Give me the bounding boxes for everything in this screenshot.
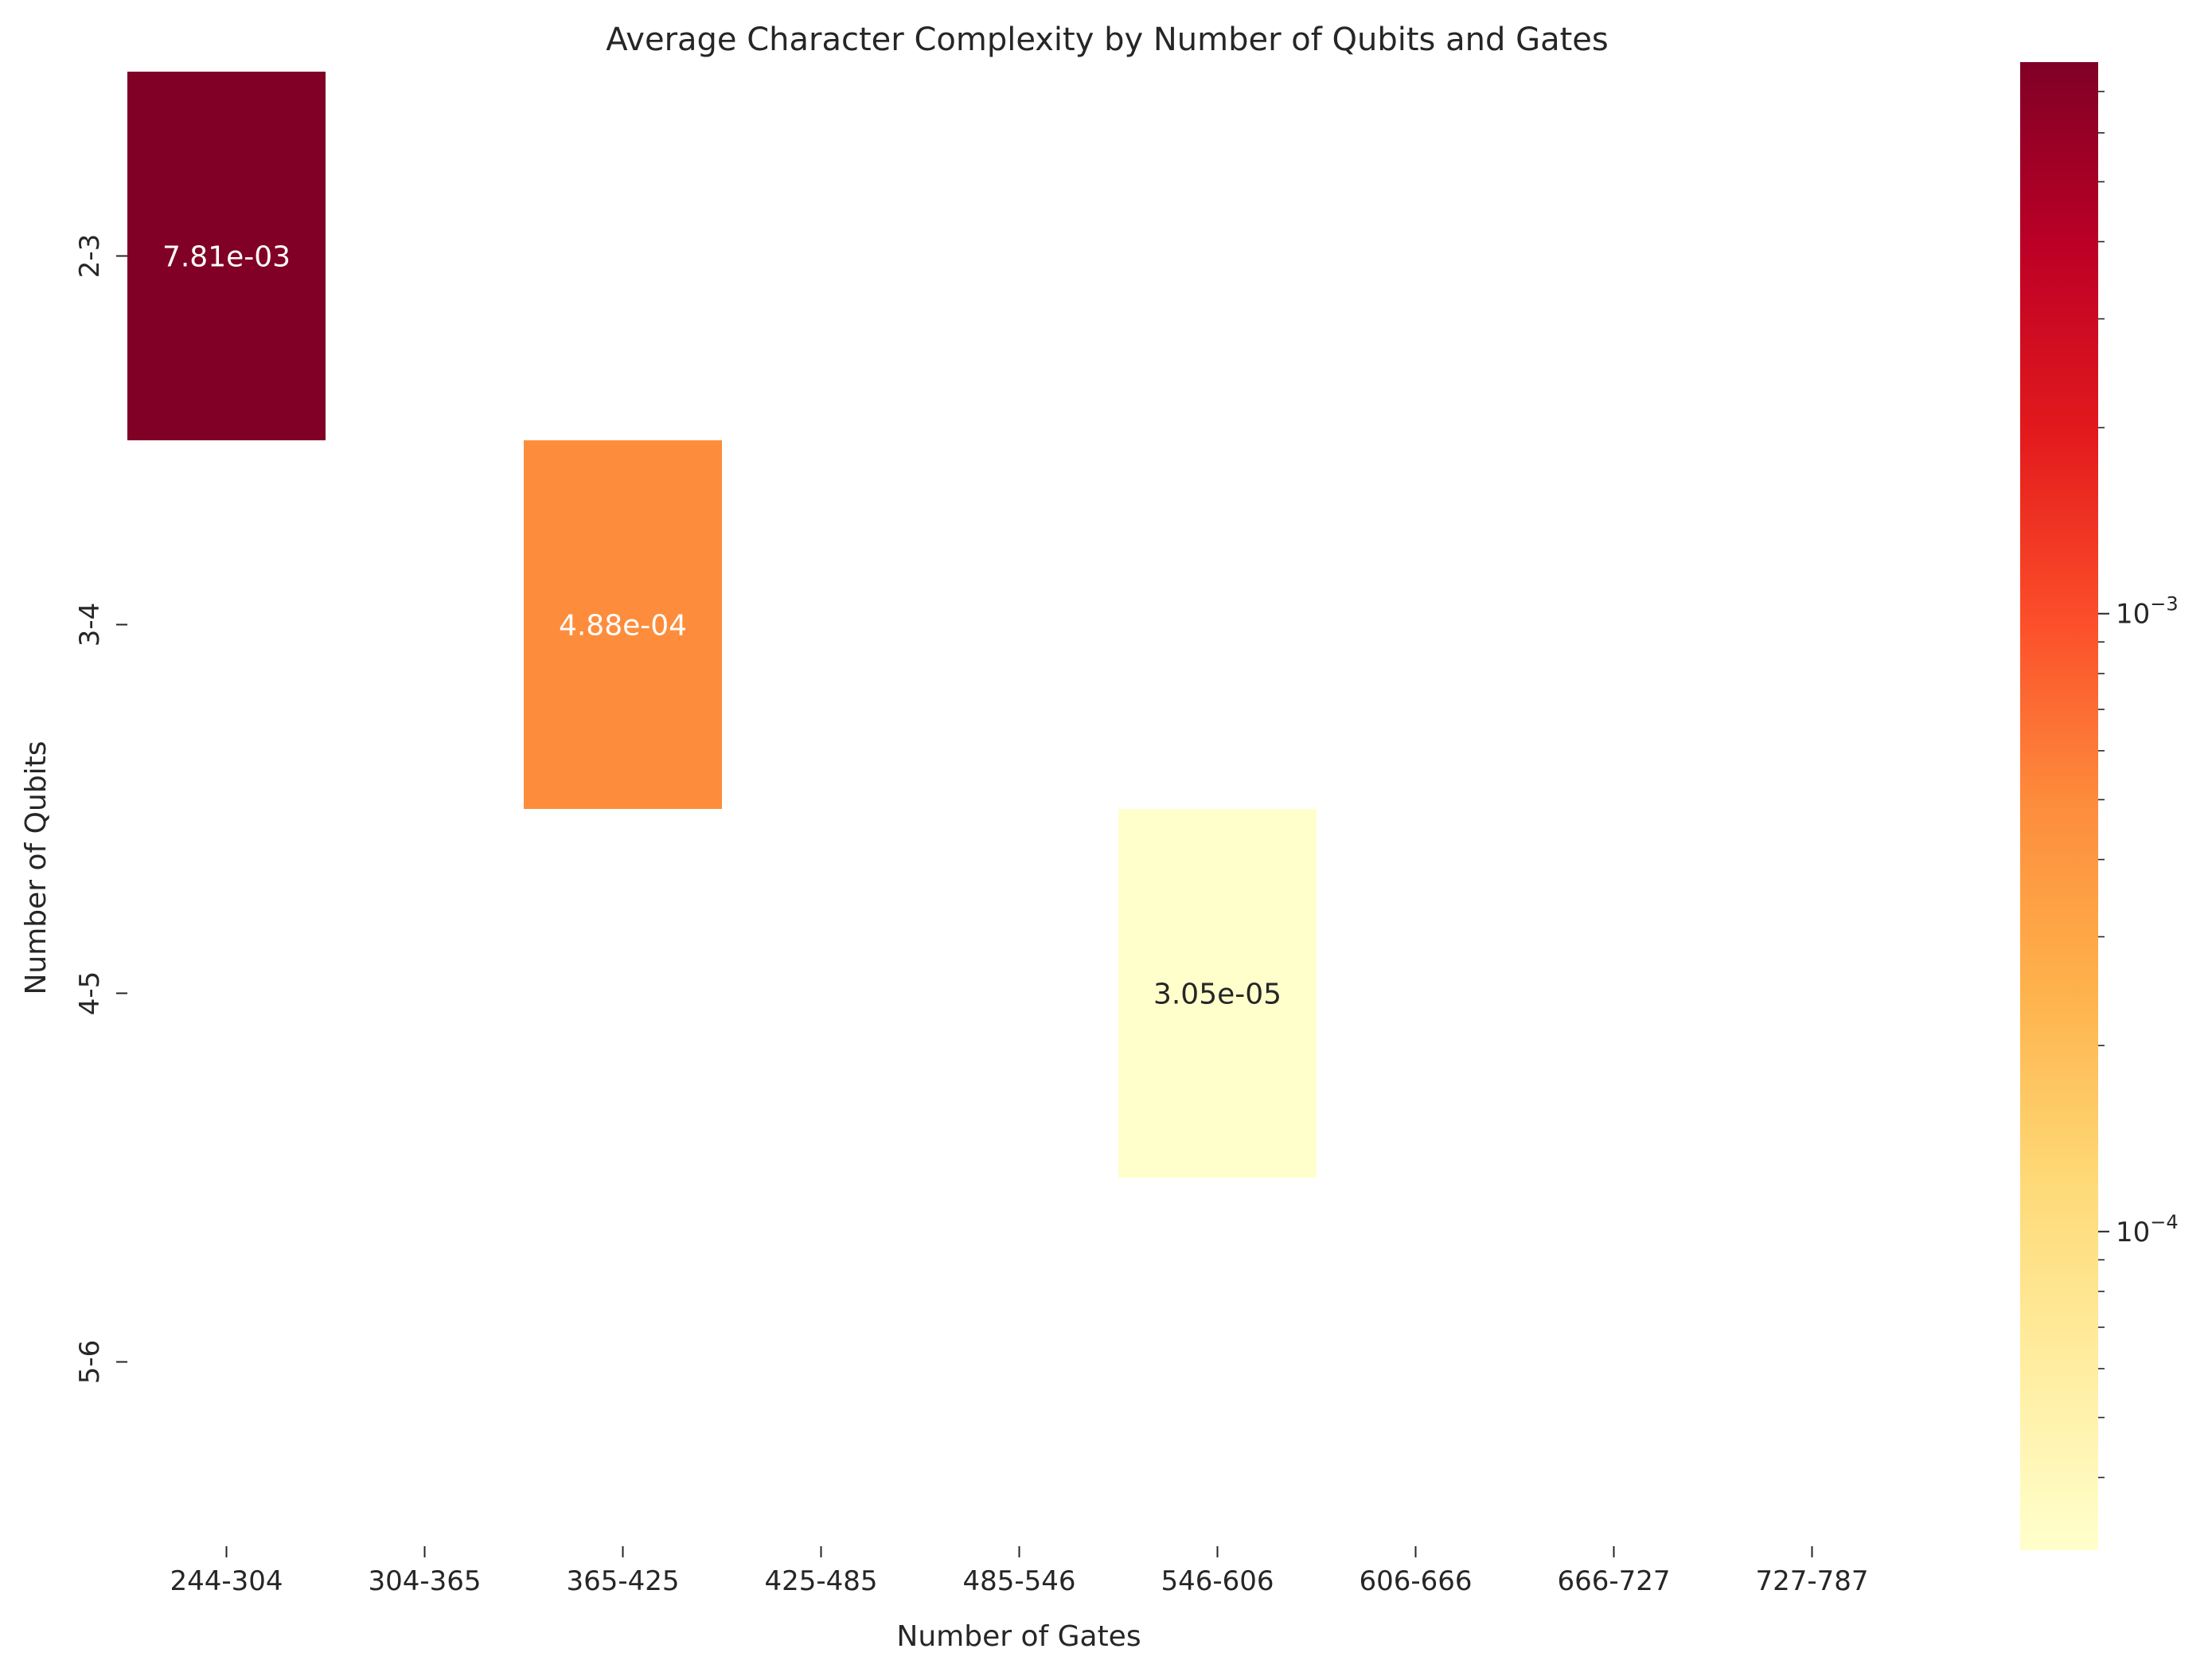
y-tick-label: 2-3 [74, 234, 106, 279]
heatmap-cell [1118, 809, 1317, 1178]
x-tick-label: 727-787 [1755, 1565, 1868, 1597]
cell-value-label: 3.05e-05 [1153, 979, 1282, 1011]
x-axis-ticks: 244-304 304-365 365-425 425-485 485-546 546-6… [170, 1546, 1869, 1597]
x-tick-label: 485-546 [962, 1565, 1075, 1597]
x-tick-label: 365-425 [566, 1565, 679, 1597]
heatmap-cell [524, 440, 722, 809]
colorbar-tick-label: 10−3 [2116, 593, 2179, 631]
x-tick-label: 666-727 [1557, 1565, 1670, 1597]
y-tick-label: 4-5 [74, 971, 106, 1016]
x-tick-label: 244-304 [170, 1565, 283, 1597]
y-axis-label: Number of Qubits [20, 740, 53, 994]
colorbar-tick-label: 10−4 [2116, 1211, 2179, 1248]
chart-title: Average Character Complexity by Number o… [606, 21, 1608, 58]
y-tick-label: 3-4 [74, 603, 106, 647]
y-axis-ticks: 2-3 3-4 4-5 5-6 [74, 234, 127, 1385]
x-tick-label: 425-485 [764, 1565, 877, 1597]
y-tick-label: 5-6 [74, 1340, 106, 1385]
cell-value-label: 4.88e-04 [559, 610, 687, 643]
x-axis-label: Number of Gates [896, 1620, 1141, 1653]
heatmap-cell [127, 72, 326, 440]
x-tick-label: 304-365 [368, 1565, 481, 1597]
colorbar-gradient [2020, 62, 2098, 1550]
x-tick-label: 606-666 [1359, 1565, 1472, 1597]
x-tick-label: 546-606 [1161, 1565, 1274, 1597]
heatmap-cells: 7.81e-03 4.88e-04 3.05e-05 [127, 72, 1317, 1178]
cell-value-label: 7.81e-03 [162, 241, 291, 274]
colorbar: 10−3 10−4 [2020, 62, 2179, 1550]
